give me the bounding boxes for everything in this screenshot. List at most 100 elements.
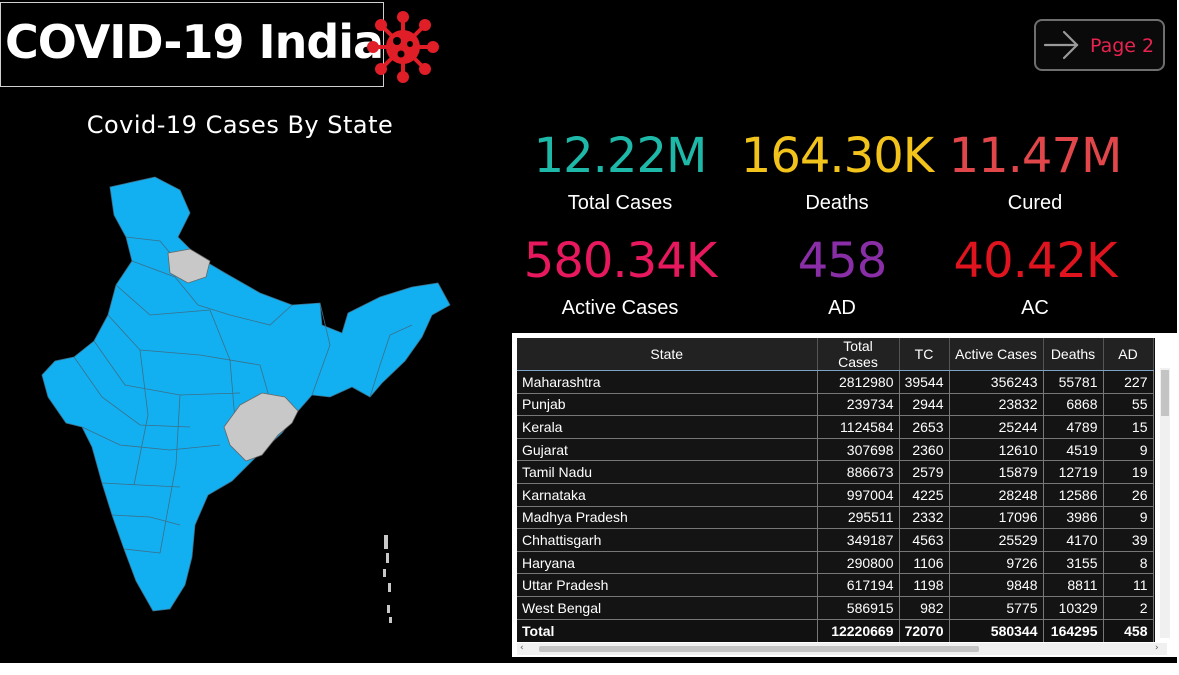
table-total: Total 12220669 72070 580344 164295 458 [517, 618, 1154, 642]
uttarakhand-no-data [167, 248, 211, 284]
horizontal-scrollbar[interactable]: ‹ › [517, 643, 1167, 655]
state-name-cell: Uttar Pradesh [517, 573, 818, 597]
table-body: Maharashtra 2812980 39544 356243 55781 227 Pun… [517, 370, 1154, 620]
value-cell: 2332 [899, 506, 950, 530]
value-cell: 886673 [817, 460, 900, 484]
kpi-deaths: 164.30K Deaths [717, 130, 957, 215]
value-cell: 2579 [899, 460, 950, 484]
value-cell: 55781 [1043, 370, 1104, 394]
table-row[interactable]: Tamil Nadu 886673 2579 15879 12719 19 [517, 460, 1154, 484]
value-cell: 617194 [817, 573, 900, 597]
value-cell: 2653 [899, 415, 950, 439]
column-header[interactable]: State [517, 338, 818, 371]
value-cell: 26 [1103, 483, 1154, 507]
value-cell: 39 [1103, 528, 1154, 552]
state-table-viewport: State Total Cases TC Active Cases Deaths AD M… [517, 338, 1155, 642]
value-cell: 9 [1103, 506, 1154, 530]
state-table: State Total Cases TC Active Cases Deaths AD M… [517, 338, 1154, 642]
value-cell: 6868 [1043, 393, 1104, 417]
table-row[interactable]: Karnataka 997004 4225 28248 12586 26 [517, 483, 1154, 507]
value-cell: 349187 [817, 528, 900, 552]
state-name-cell: Gujarat [517, 438, 818, 462]
value-cell: 1106 [899, 551, 950, 575]
value-cell: 11 [1103, 573, 1154, 597]
total-value-cell: 580344 [949, 618, 1044, 642]
column-header[interactable]: Deaths [1043, 338, 1104, 371]
arrow-right-icon [1043, 30, 1079, 60]
state-name-cell: Tamil Nadu [517, 460, 818, 484]
value-cell: 9848 [949, 573, 1044, 597]
value-cell: 239734 [817, 393, 900, 417]
table-row[interactable]: Kerala 1124584 2653 25244 4789 15 [517, 415, 1154, 439]
total-value-cell: 164295 [1043, 618, 1104, 642]
kpi-label: Active Cases [561, 297, 679, 319]
value-cell: 586915 [817, 596, 900, 620]
value-cell: 10329 [1043, 596, 1104, 620]
table-row[interactable]: Madhya Pradesh 295511 2332 17096 3986 9 [517, 506, 1154, 530]
value-cell: 997004 [817, 483, 900, 507]
value-cell: 290800 [817, 551, 900, 575]
total-value-cell: 12220669 [817, 618, 900, 642]
column-header[interactable]: TC [899, 338, 950, 371]
table-header: State Total Cases TC Active Cases Deaths AD [517, 338, 1154, 371]
india-map[interactable] [30, 165, 470, 635]
value-cell: 4789 [1043, 415, 1104, 439]
state-name-cell: Chhattisgarh [517, 528, 818, 552]
value-cell: 2 [1103, 596, 1154, 620]
state-table-visual: State Total Cases TC Active Cases Deaths AD M… [512, 333, 1177, 657]
column-header[interactable]: Active Cases [949, 338, 1044, 371]
page-2-button[interactable]: Page 2 [1034, 19, 1165, 71]
value-cell: 2360 [899, 438, 950, 462]
kpi-label: Total Cases [567, 192, 673, 214]
kpi-value: 12.22M [533, 128, 708, 184]
value-cell: 295511 [817, 506, 900, 530]
value-cell: 15 [1103, 415, 1154, 439]
kpi-label: AC [1021, 297, 1049, 319]
state-boundaries [73, 236, 413, 554]
value-cell: 39544 [899, 370, 950, 394]
total-value-cell: 458 [1103, 618, 1154, 642]
kpi-value: 164.30K [740, 128, 934, 184]
value-cell: 1198 [899, 573, 950, 597]
state-name-cell: Kerala [517, 415, 818, 439]
table-row[interactable]: Haryana 290800 1106 9726 3155 8 [517, 551, 1154, 575]
column-header[interactable]: Total Cases [817, 338, 900, 371]
table-row[interactable]: Punjab 239734 2944 23832 6868 55 [517, 393, 1154, 417]
table-row[interactable]: Maharashtra 2812980 39544 356243 55781 227 [517, 370, 1154, 394]
kpi-active-cases: 580.34K Active Cases [500, 235, 740, 320]
table-row[interactable]: Gujarat 307698 2360 12610 4519 9 [517, 438, 1154, 462]
value-cell: 55 [1103, 393, 1154, 417]
page-2-label: Page 2 [1090, 35, 1155, 57]
kpi-value: 11.47M [948, 128, 1123, 184]
value-cell: 5775 [949, 596, 1044, 620]
horizontal-scroll-thumb[interactable] [539, 646, 979, 652]
total-value-cell: 72070 [899, 618, 950, 642]
scroll-left-icon[interactable]: ‹ [520, 643, 524, 653]
value-cell: 25529 [949, 528, 1044, 552]
table-row[interactable]: West Bengal 586915 982 5775 10329 2 [517, 596, 1154, 620]
kpi-total-cases: 12.22M Total Cases [500, 130, 740, 215]
value-cell: 8 [1103, 551, 1154, 575]
kpi-value: 40.42K [953, 233, 1118, 289]
state-name-cell: Madhya Pradesh [517, 506, 818, 530]
value-cell: 19 [1103, 460, 1154, 484]
value-cell: 4225 [899, 483, 950, 507]
vertical-scroll-thumb[interactable] [1161, 370, 1169, 416]
title-box: COVID-19 India [0, 2, 384, 87]
vertical-scrollbar[interactable] [1160, 368, 1170, 638]
state-name-cell: Maharashtra [517, 370, 818, 394]
table-row[interactable]: Chhattisgarh 349187 4563 25529 4170 39 [517, 528, 1154, 552]
value-cell: 12586 [1043, 483, 1104, 507]
kpi-label: AD [828, 297, 856, 319]
value-cell: 2812980 [817, 370, 900, 394]
value-cell: 307698 [817, 438, 900, 462]
map-title: Covid-19 Cases By State [86, 111, 394, 139]
table-row[interactable]: Uttar Pradesh 617194 1198 9848 8811 11 [517, 573, 1154, 597]
state-name-cell: Haryana [517, 551, 818, 575]
value-cell: 12610 [949, 438, 1044, 462]
value-cell: 28248 [949, 483, 1044, 507]
scroll-right-icon[interactable]: › [1155, 643, 1159, 653]
value-cell: 4170 [1043, 528, 1104, 552]
value-cell: 25244 [949, 415, 1044, 439]
column-header[interactable]: AD [1103, 338, 1154, 371]
